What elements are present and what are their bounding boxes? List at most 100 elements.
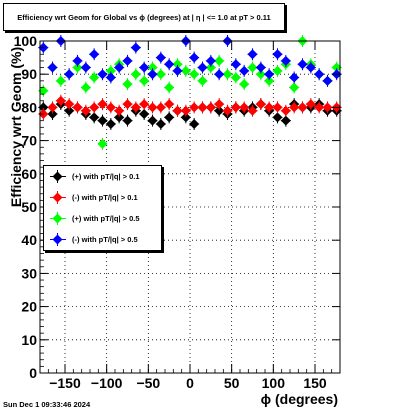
data-point: [180, 112, 191, 123]
data-point: [64, 69, 75, 80]
data-point: [47, 102, 58, 113]
data-point: [164, 59, 175, 70]
data-point: [72, 55, 83, 66]
data-point: [197, 62, 208, 73]
data-point: [197, 102, 208, 113]
data-point: [280, 105, 291, 116]
data-point: [89, 102, 100, 113]
data-point: [155, 119, 166, 129]
data-point: [114, 105, 125, 116]
data-point: [272, 102, 283, 113]
data-point: [164, 82, 175, 93]
legend-item: (-) with pT/|q| > 0.1: [44, 187, 161, 208]
data-point: [189, 102, 200, 113]
data-point: [272, 49, 283, 60]
data-point: [322, 102, 333, 113]
data-point: [230, 72, 241, 83]
data-point: [122, 99, 133, 110]
data-point: [97, 99, 108, 110]
data-point: [289, 82, 300, 93]
legend-label: (+) with pT/|q| > 0.1: [72, 172, 140, 181]
data-point: [114, 62, 125, 73]
data-point: [230, 102, 241, 113]
data-point: [130, 102, 141, 113]
data-point: [289, 102, 300, 113]
legend-label: (+) with pT/|q| > 0.5: [72, 214, 140, 223]
x-tick-label: −50: [136, 375, 160, 391]
data-point: [289, 72, 300, 83]
data-point: [172, 65, 183, 76]
data-point: [322, 75, 333, 86]
data-point: [272, 65, 283, 76]
data-point: [147, 69, 158, 80]
legend-marker-icon: [44, 187, 72, 208]
data-point: [139, 75, 150, 86]
data-point: [122, 115, 133, 126]
data-point: [222, 105, 233, 116]
series-1: [38, 94, 342, 121]
data-point: [55, 95, 66, 106]
series-2: [38, 35, 342, 150]
data-point: [80, 82, 91, 93]
y-tick-label: 10: [21, 332, 37, 348]
data-point: [172, 59, 183, 70]
data-point: [331, 62, 342, 73]
data-point: [47, 62, 58, 73]
data-point: [80, 62, 91, 73]
data-point: [105, 119, 116, 129]
data-point: [239, 65, 250, 76]
legend-marker-icon: [44, 166, 72, 187]
data-point: [105, 72, 116, 83]
data-point: [64, 105, 75, 116]
data-point: [255, 99, 266, 110]
x-axis-label: ϕ (degrees): [260, 391, 338, 407]
data-point: [239, 102, 250, 113]
legend-item: (-) with pT/|q| > 0.5: [44, 229, 161, 250]
legend-label: (-) with pT/|q| > 0.5: [72, 235, 138, 244]
data-point: [264, 69, 275, 80]
data-point: [89, 72, 100, 83]
y-tick-label: 30: [21, 265, 37, 281]
x-tick-label: 150: [303, 375, 327, 391]
data-point: [297, 102, 308, 113]
data-point: [255, 69, 266, 80]
data-point: [155, 52, 166, 63]
data-point: [230, 59, 241, 70]
data-point: [139, 99, 150, 110]
data-point: [72, 102, 83, 113]
data-point: [139, 62, 150, 73]
data-point: [147, 62, 158, 73]
data-point: [247, 49, 258, 60]
data-point: [297, 59, 308, 70]
data-point: [139, 109, 150, 120]
data-point: [214, 69, 225, 80]
y-tick-label: 60: [21, 166, 37, 182]
y-tick-label: 90: [21, 66, 37, 82]
data-point: [97, 138, 108, 149]
y-tick-label: 40: [21, 232, 37, 248]
series-3: [38, 35, 342, 87]
y-tick-label: 50: [21, 199, 37, 215]
data-point: [205, 102, 216, 113]
data-point: [172, 105, 183, 116]
grid-lines: [40, 40, 340, 374]
data-point: [214, 55, 225, 66]
legend-item: (+) with pT/|q| > 0.1: [44, 166, 161, 187]
data-point: [205, 55, 216, 66]
data-point: [47, 109, 58, 120]
chart-title: Efficiency wrt Geom for Global vs ϕ (deg…: [17, 12, 271, 22]
data-point: [55, 75, 66, 86]
data-point: [147, 115, 158, 126]
x-tick-label: 100: [262, 375, 286, 391]
legend-marker-icon: [44, 208, 72, 229]
data-series: [38, 35, 342, 150]
x-tick-label: −150: [49, 375, 81, 391]
data-point: [205, 62, 216, 73]
data-point: [89, 112, 100, 123]
data-point: [97, 115, 108, 126]
data-point: [122, 79, 133, 90]
data-point: [155, 102, 166, 113]
data-point: [280, 115, 291, 126]
legend-marker-icon: [44, 229, 72, 250]
x-tick-label: 50: [224, 375, 240, 391]
